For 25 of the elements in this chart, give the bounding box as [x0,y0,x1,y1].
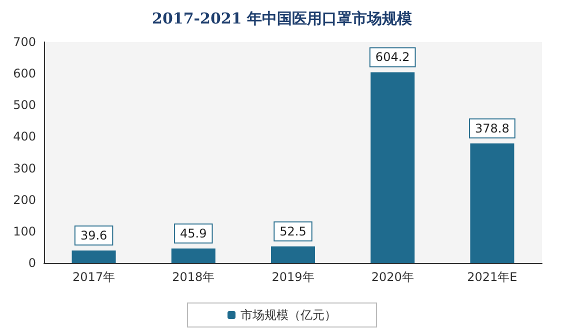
chart-title: 2017-2021 年中国医用口罩市场规模 [152,10,413,28]
y-tick-label: 200 [13,192,36,207]
x-tick-label: 2020年 [371,270,414,284]
data-label: 604.2 [375,50,410,64]
data-label: 39.6 [80,228,108,242]
y-tick-label: 100 [13,224,36,238]
y-tick-label: 300 [13,161,36,176]
y-tick-label: 500 [13,98,36,112]
bar [72,250,116,263]
x-tick-label: 2019年 [272,270,314,284]
x-tick-label: 2017年 [72,270,116,284]
bar [171,248,216,263]
y-tick-label: 400 [13,130,36,144]
y-tick-label: 700 [13,35,36,49]
data-label: 52.5 [280,224,306,238]
data-label: 378.8 [475,121,510,136]
x-tick-label: 2021年E [467,270,518,284]
bar [271,246,315,263]
y-tick-label: 0 [28,256,36,270]
bar [370,72,415,263]
data-label: 45.9 [180,226,207,241]
y-tick-label: 600 [13,66,36,81]
legend-label: 市场规模（亿元） [240,308,336,322]
bar [470,143,514,263]
x-tick-label: 2018年 [172,270,215,284]
